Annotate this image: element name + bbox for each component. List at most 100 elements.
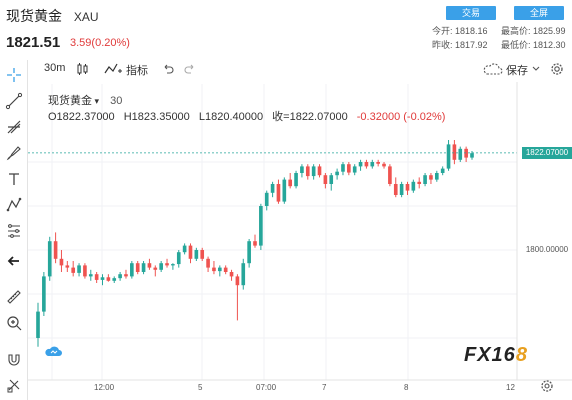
candle [393, 177, 398, 198]
measure-lines-icon[interactable] [5, 222, 23, 240]
crosshair-icon[interactable] [5, 66, 23, 84]
candle-type-icon[interactable] [76, 62, 90, 76]
legend-close: 收=1822.07000 [272, 111, 348, 123]
candle [159, 261, 163, 272]
fx168-watermark: FX168 [464, 344, 528, 366]
candle [165, 258, 169, 268]
candle [241, 258, 246, 290]
fib-tool-icon[interactable] [5, 118, 23, 136]
candle-body [264, 192, 269, 206]
candle-body [253, 241, 257, 246]
candle [470, 151, 474, 160]
candle [223, 265, 228, 275]
price-stats: 今开: 1818.16 最高价: 1825.99 昨收: 1817.92 最低价… [432, 24, 570, 52]
candle [153, 265, 158, 277]
candle-body [217, 267, 222, 272]
time-tick-label: 8 [404, 383, 409, 392]
cloud-save-icon[interactable] [482, 62, 504, 76]
cloud-icon[interactable] [44, 344, 64, 358]
candle [135, 261, 140, 275]
candle-body [235, 276, 240, 286]
chevron-down-icon[interactable] [532, 66, 540, 72]
lock-drawing-icon[interactable] [5, 376, 23, 394]
axis-settings-icon[interactable] [540, 379, 554, 393]
candle-body [65, 265, 70, 268]
indicators-button[interactable]: 指标 [126, 65, 148, 77]
candle-body [176, 252, 181, 265]
chart-legend-title: 现货黄金 ▾ 30 [48, 95, 123, 107]
candle [36, 302, 40, 347]
brush-icon[interactable] [5, 144, 23, 162]
open-label: 今开: [432, 26, 453, 36]
candle-body [247, 241, 251, 264]
candle-body [42, 276, 46, 312]
candle-body [405, 184, 410, 191]
save-button[interactable]: 保存 [506, 65, 528, 77]
open-value: 1818.16 [455, 26, 488, 36]
time-tick-label: 07:00 [256, 383, 277, 392]
text-tool-icon[interactable] [5, 170, 23, 188]
fullscreen-button[interactable]: 全屏 [514, 6, 564, 20]
candle-body [112, 278, 117, 281]
candle-body [36, 311, 40, 338]
candle-body [47, 241, 52, 277]
candle-body [458, 148, 463, 160]
candle-body [200, 250, 205, 259]
candle-body [470, 153, 474, 158]
trade-button[interactable]: 交易 [446, 6, 496, 20]
candle [341, 162, 345, 176]
ruler-icon[interactable] [5, 288, 23, 306]
candle-body [159, 263, 163, 270]
candle-body [194, 250, 199, 259]
candle-body [53, 241, 58, 259]
trend-line-icon[interactable] [5, 92, 23, 110]
candle [112, 276, 117, 283]
candle [235, 274, 240, 321]
legend-change: -0.32000 (-0.02%) [356, 111, 446, 123]
candle [388, 164, 392, 187]
candle [464, 146, 468, 162]
back-arrow-icon[interactable] [5, 252, 23, 270]
undo-icon[interactable] [162, 63, 174, 75]
candle [305, 164, 310, 180]
high-value: 1825.99 [533, 26, 566, 36]
candle [188, 243, 193, 264]
candle [358, 159, 363, 171]
candle [452, 140, 457, 165]
candle-body [83, 265, 87, 277]
zoom-in-icon[interactable] [5, 314, 23, 332]
candle [124, 269, 128, 279]
candle [42, 272, 46, 316]
candle [458, 146, 463, 162]
chart-toolbar: 30m 指标 保存 [0, 60, 572, 80]
candle [311, 164, 316, 180]
candle-body [452, 144, 457, 160]
low-label: 最低价: [501, 40, 531, 50]
instrument-name: 现货黄金 [6, 8, 62, 24]
high-label: 最高价: [501, 26, 531, 36]
candle [253, 234, 257, 248]
candle-body [229, 272, 234, 277]
current-price: 1821.51 [6, 34, 61, 51]
candle-body [94, 274, 99, 280]
price-level-label: 1800.00000 [525, 245, 569, 254]
interval-selector[interactable]: 30m [44, 62, 66, 74]
current-price-label: 1822.07000 [522, 146, 572, 159]
candle-body [323, 175, 328, 184]
candle [53, 232, 58, 264]
candle-body [305, 166, 310, 177]
indicators-icon[interactable] [104, 63, 122, 75]
magnet-icon[interactable] [5, 350, 23, 368]
candle-body [165, 263, 169, 266]
candle [417, 177, 422, 189]
time-tick-label: 7 [322, 383, 327, 392]
redo-icon[interactable] [184, 63, 196, 75]
candle [264, 190, 269, 211]
candle-body [118, 274, 122, 279]
pattern-tool-icon[interactable] [5, 196, 23, 214]
legend-open: O1822.37000 [48, 111, 115, 123]
candle-body [311, 166, 316, 177]
candle-body [411, 181, 416, 191]
settings-gear-icon[interactable] [550, 62, 564, 76]
